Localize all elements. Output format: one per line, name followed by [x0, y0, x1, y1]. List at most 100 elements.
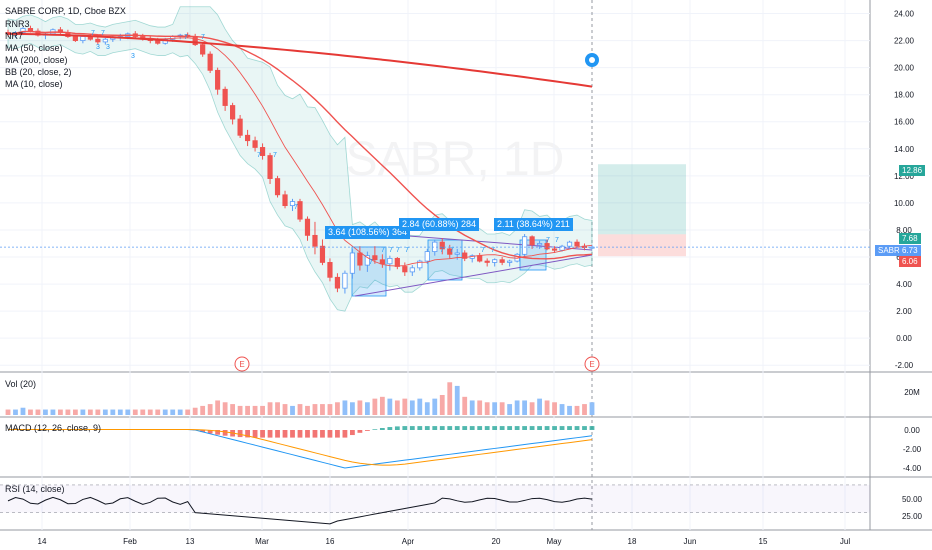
x-tick-label: 14: [38, 537, 47, 546]
candle-body: [244, 134, 251, 142]
candle-body: [155, 40, 161, 44]
signal-mark: 7: [294, 204, 298, 211]
volume-bar: [342, 400, 348, 415]
earnings-label: E: [589, 360, 594, 369]
candle-body: [207, 53, 213, 71]
macd-histogram-bar: [507, 426, 513, 430]
macd-histogram-bar: [387, 427, 393, 430]
candle: [522, 234, 528, 258]
volume-bar: [170, 409, 176, 415]
volume-pane-title: Vol (20): [5, 379, 37, 389]
macd-histogram-bar: [447, 426, 453, 430]
signal-mark: 7: [201, 34, 205, 41]
y-tick-label: 12.00: [894, 172, 915, 181]
volume-bar: [50, 409, 56, 415]
signal-mark: 7: [101, 30, 105, 37]
candle-body: [507, 260, 513, 263]
volume-bar: [80, 409, 86, 415]
candle: [544, 239, 550, 251]
volume-bar: [125, 409, 131, 415]
candle: [334, 273, 341, 293]
candle: [222, 86, 228, 111]
candle-body: [462, 252, 468, 259]
volume-bar: [102, 409, 108, 415]
macd-histogram-bar: [342, 430, 348, 438]
macd-histogram-bar: [290, 430, 295, 438]
macd-histogram-bar: [312, 430, 318, 438]
macd-histogram-bar: [424, 426, 430, 430]
volume-bar: [312, 404, 318, 415]
candle: [574, 239, 580, 248]
volume-bar: [552, 402, 557, 415]
candle-body: [409, 267, 415, 273]
macd-histogram-bar: [297, 430, 303, 438]
candle: [327, 258, 333, 282]
x-tick-label: 20: [492, 537, 501, 546]
x-tick-label: 13: [186, 537, 195, 546]
volume-bar: [230, 404, 236, 415]
signal-mark: 7: [405, 247, 409, 254]
candle-body: [394, 257, 400, 267]
candle-body: [536, 243, 543, 246]
rsi-line: [7, 496, 593, 525]
candle-body: [259, 147, 266, 156]
volume-bar: [87, 409, 93, 415]
candle: [244, 129, 251, 147]
candle: [349, 248, 356, 279]
macd-histogram-bar: [379, 428, 385, 430]
macd-histogram-bar: [222, 430, 228, 436]
macd-histogram-bar: [215, 430, 221, 435]
macd-histogram-bar: [499, 426, 505, 430]
candle: [312, 221, 318, 255]
candle-body: [402, 266, 408, 273]
volume-bar: [507, 404, 513, 415]
volume-bar: [357, 400, 363, 415]
signal-mark: 3: [131, 53, 135, 60]
y-tick-label: 20.00: [894, 64, 915, 73]
candle-body: [357, 252, 363, 266]
candle-body: [237, 118, 243, 136]
y-tick-label: 16.00: [894, 118, 915, 127]
macd-histogram-bar: [567, 426, 572, 430]
legend-item: RNR3: [5, 19, 30, 29]
macd-y-tick: 0.00: [904, 426, 920, 435]
range-label-1: 3.64 (108.56%) 364: [325, 226, 411, 239]
volume-bar: [155, 409, 161, 415]
candle: [566, 240, 573, 249]
volume-bar: [447, 382, 453, 415]
x-tick-label: 16: [326, 537, 335, 546]
macd-histogram-bar: [320, 430, 325, 438]
volume-bar: [290, 405, 295, 415]
candle: [417, 259, 423, 271]
volume-bar: [95, 409, 101, 415]
rsi-band: [0, 484, 870, 513]
macd-histogram-bar: [469, 426, 475, 430]
candle-body: [529, 236, 535, 246]
candle-body: [477, 255, 483, 262]
volume-bar: [110, 409, 116, 415]
x-tick-label: Apr: [402, 537, 415, 546]
bollinger-band: [7, 6, 593, 312]
y-tick-label: 14.00: [894, 145, 915, 154]
signal-mark: 7: [381, 247, 385, 254]
candle: [551, 246, 558, 253]
candle: [274, 175, 281, 198]
signal-mark: 7: [184, 34, 188, 41]
macd-histogram-bar: [402, 426, 408, 430]
volume-bar: [20, 407, 26, 415]
volume-bar: [185, 409, 191, 415]
volume-bar: [432, 398, 438, 415]
candle-body: [379, 259, 385, 265]
volume-bar: [454, 385, 460, 415]
candle-body: [304, 218, 311, 236]
candle-body: [424, 251, 430, 262]
volume-bar: [5, 409, 11, 415]
range-label-2: 2.84 (60.88%) 284: [399, 218, 480, 231]
volume-bar: [567, 405, 572, 415]
stop-price-tag: 6.06: [899, 256, 921, 267]
candle: [364, 251, 370, 272]
candle-body: [334, 276, 341, 289]
volume-bar: [499, 402, 505, 415]
